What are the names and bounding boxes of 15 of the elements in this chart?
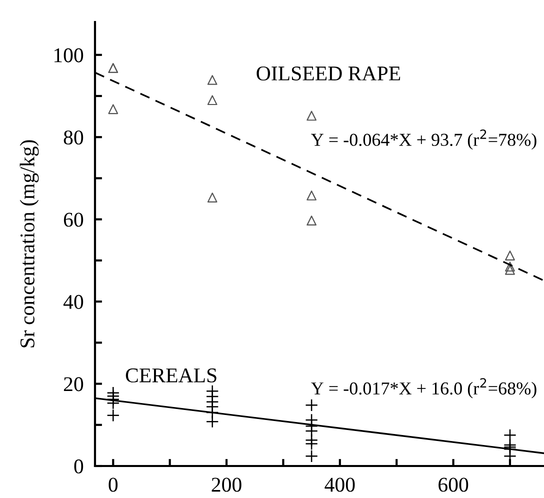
x-tick-label: 600 bbox=[438, 478, 468, 492]
annotation: Y = -0.017*X + 16.0 (r$^{2}$=68%) bbox=[311, 378, 536, 398]
y-tick-label: 20 bbox=[64, 377, 84, 392]
y-tick-label: 40 bbox=[63, 294, 84, 309]
x-tick-label: 0 bbox=[108, 478, 118, 492]
x-tick-label: 200 bbox=[212, 478, 242, 492]
y-tick-label: 80 bbox=[64, 130, 84, 145]
y-tick-label: 60 bbox=[64, 212, 84, 227]
y-axis-title: Sr concentration (mg/kg) bbox=[20, 140, 39, 348]
y-tick-label: 100 bbox=[54, 48, 84, 62]
annotation: OILSEED RAPE bbox=[256, 66, 400, 80]
y-tick-label: 0 bbox=[74, 459, 84, 474]
annotation: Y = -0.064*X + 93.7 (r$^{2}$=78%) bbox=[311, 129, 536, 150]
x-tick-label: 400 bbox=[324, 478, 355, 492]
annotation: CEREALS bbox=[126, 368, 216, 382]
